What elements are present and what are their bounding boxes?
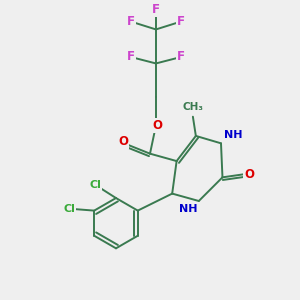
Text: O: O — [118, 135, 128, 148]
Text: F: F — [127, 15, 135, 28]
Text: Cl: Cl — [63, 204, 75, 214]
Text: CH₃: CH₃ — [182, 102, 203, 112]
Text: F: F — [127, 50, 135, 63]
Text: NH: NH — [179, 204, 197, 214]
Text: Cl: Cl — [89, 180, 101, 190]
Text: NH: NH — [224, 130, 242, 140]
Text: O: O — [244, 168, 254, 181]
Text: F: F — [177, 50, 185, 63]
Text: F: F — [152, 3, 160, 16]
Text: F: F — [177, 15, 185, 28]
Text: O: O — [152, 119, 162, 132]
